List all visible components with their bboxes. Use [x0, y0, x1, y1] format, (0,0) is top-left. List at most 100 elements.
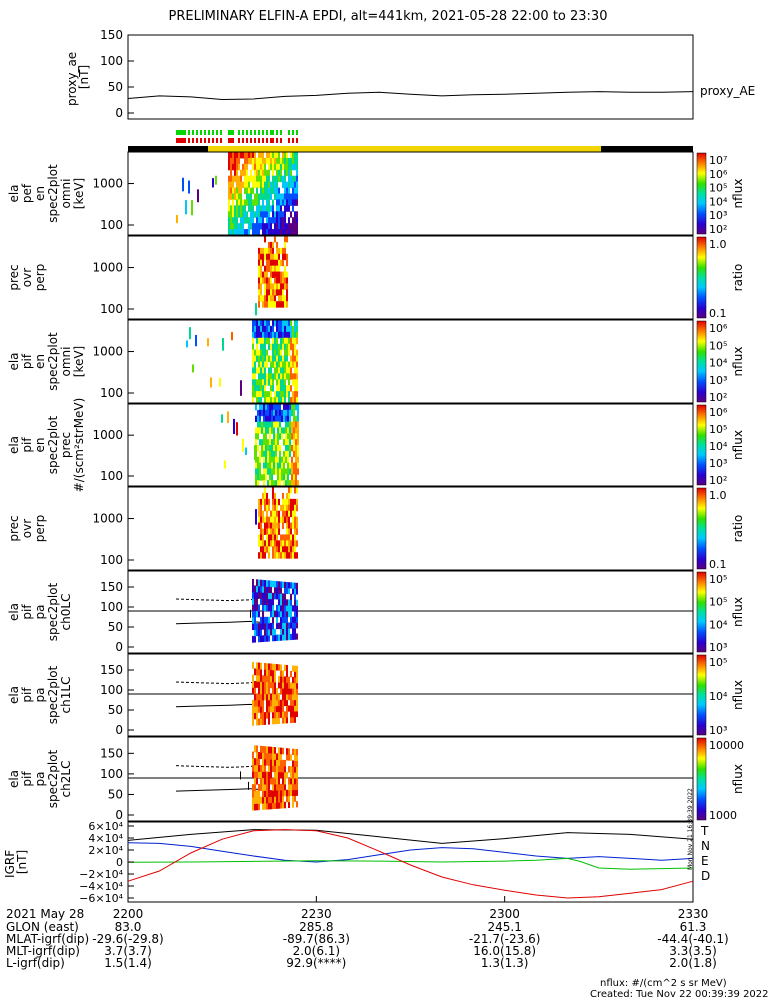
- science-zone-green-tick: [208, 130, 210, 135]
- spectrogram-pixel: [283, 415, 285, 423]
- spectrogram-pixel: [266, 217, 268, 224]
- spectrogram-pixel: [248, 175, 250, 183]
- spectrogram-pixel: [294, 193, 296, 200]
- spectrogram-pixel: [244, 199, 246, 206]
- spectrogram-pixel: [273, 415, 275, 423]
- spectrogram-pixel: [294, 498, 296, 506]
- spectrogram-pixel: [236, 217, 238, 224]
- pitch-angle-pixel: [274, 687, 276, 695]
- spectrogram-pixel: [236, 229, 238, 236]
- spectrogram-pixel: [264, 337, 266, 345]
- spectrogram-pixel: [278, 277, 280, 284]
- spectrogram-pixel: [292, 175, 294, 183]
- panel-pa_ch0-ylabel: elapifpaspec2plotch0LC: [7, 582, 73, 641]
- spectrogram-pixel: [273, 409, 275, 417]
- spectrogram-pixel: [232, 199, 234, 206]
- pitch-angle-pixel: [254, 784, 256, 792]
- pitch-angle-pixel: [290, 593, 292, 600]
- spectrogram-pixel: [272, 379, 274, 386]
- ylabel-line: ela: [7, 352, 21, 370]
- spectrogram-pixel: [270, 295, 272, 302]
- pitch-angle-pixel: [266, 604, 268, 612]
- spectrogram-pixel: [228, 199, 230, 206]
- spectrogram-pixel: [234, 175, 236, 183]
- pitch-angle-pixel: [290, 705, 292, 712]
- pitch-angle-pixel: [280, 789, 282, 797]
- y-tick-label: 1000: [92, 261, 123, 275]
- pitch-angle-pixel: [264, 675, 266, 682]
- spectrogram-pixel: [265, 462, 267, 469]
- spectrogram-pixel: [252, 349, 254, 357]
- spectrogram-pixel: [286, 169, 288, 177]
- spectrogram-pixel: [255, 474, 257, 481]
- spectrogram-pixel: [258, 169, 260, 177]
- spectrogram-pixel: [293, 480, 295, 487]
- spectrogram-pixel: [252, 163, 254, 171]
- spectrogram-pixel: [254, 325, 256, 333]
- spectrogram-pixel: [282, 385, 284, 392]
- spectrogram-pixel: [260, 320, 262, 327]
- spectrogram-pixel: [294, 540, 296, 547]
- spectrogram-pixel: [240, 175, 242, 183]
- spectrogram-pixel: [250, 193, 252, 200]
- spectrogram-pixel: [264, 163, 266, 171]
- pitch-angle-pixel: [296, 772, 298, 779]
- spectrogram-pixel: [290, 540, 292, 547]
- pitch-angle-pixel: [256, 699, 258, 707]
- panel-pa_ch2: 050100150elapifpaspec2plotch2LC100001000…: [7, 736, 745, 822]
- spectrogram-pixel: [294, 211, 296, 218]
- spectrogram-pixel: [270, 289, 272, 296]
- spectrogram-pixel: [280, 361, 282, 368]
- spectrogram-pixel: [262, 498, 264, 506]
- spectrogram-pixel: [255, 427, 257, 434]
- spectrogram-pixel: [272, 552, 274, 559]
- spectrogram-pixel: [230, 187, 232, 194]
- spectrogram-pixel: [273, 421, 275, 428]
- pitch-angle-pixel: [288, 693, 290, 701]
- pitch-angle-pixel: [254, 629, 256, 637]
- pitch-angle-pixel: [296, 783, 298, 791]
- spectrogram-pixel: [288, 534, 290, 541]
- spectrogram-pixel: [260, 343, 262, 351]
- spectrogram-pixel: [258, 331, 260, 339]
- spectrogram-pixel: [289, 445, 291, 452]
- spectrogram-pixel: [248, 193, 250, 200]
- y-tick-label: 100: [100, 218, 123, 232]
- spectrogram-pixel: [284, 295, 286, 302]
- spectrogram-pixel: [234, 157, 236, 165]
- science-zone-red-tick: [184, 138, 186, 143]
- y-tick-label: 100: [100, 683, 123, 697]
- pitch-angle-pixel: [290, 671, 292, 678]
- spectrogram-pixel: [240, 169, 242, 177]
- spectrogram-pixel: [290, 223, 292, 230]
- spectrogram-pixel: [264, 301, 266, 308]
- pitch-angle-pixel: [272, 777, 274, 785]
- spectrogram-pixel: [238, 175, 240, 183]
- pitch-angle-pixel: [284, 682, 286, 689]
- spectrogram-pixel: [232, 205, 234, 212]
- spectrogram-pixel: [287, 480, 289, 487]
- spectrogram-pixel: [232, 229, 234, 236]
- pitch-angle-pixel: [264, 629, 266, 636]
- spectrogram-pixel: [230, 205, 232, 212]
- pitch-angle-pixel: [262, 675, 264, 682]
- spectrogram-pixel: [255, 480, 257, 487]
- spectrogram-pixel: [276, 552, 278, 559]
- spectrogram-pixel: [260, 355, 262, 362]
- spectrogram-pixel: [282, 540, 284, 547]
- pitch-angle-pixel: [264, 586, 266, 593]
- spectrogram-pixel: [294, 487, 296, 494]
- pitch-angle-pixel: [280, 634, 282, 641]
- ylabel-line: spec2plot: [46, 164, 60, 223]
- pitch-angle-pixel: [256, 598, 258, 605]
- footer-value: 3.7(3.7): [104, 944, 152, 958]
- spectrogram-pixel: [256, 181, 258, 189]
- spectrogram-pixel: [262, 540, 264, 547]
- spectrogram-pixel: [260, 331, 262, 339]
- pitch-angle-pixel: [252, 790, 254, 798]
- spectrogram-pixel: [221, 414, 223, 423]
- spectrogram-pixel: [262, 349, 264, 357]
- igrf-y-tick-label: −6×10⁴: [79, 892, 123, 905]
- spectrogram-pixel: [176, 215, 178, 224]
